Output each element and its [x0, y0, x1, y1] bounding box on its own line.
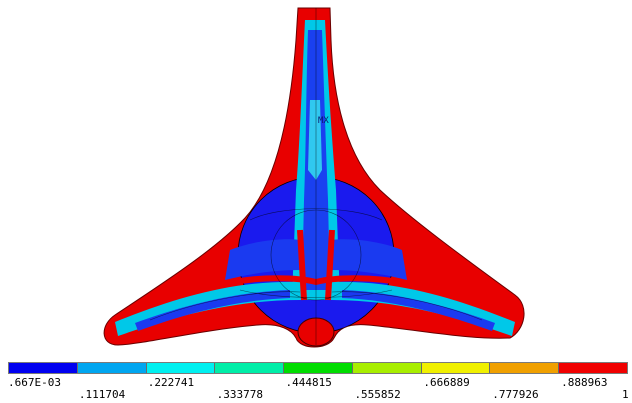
legend-bin-1: [78, 363, 147, 373]
legend-bin-6: [422, 363, 491, 373]
part-geometry: [104, 8, 524, 347]
legend-colorbar: [8, 362, 628, 374]
max-marker-label: MX: [318, 116, 329, 126]
legend-bin-3: [215, 363, 284, 373]
legend-label-top-3: .666889: [423, 377, 469, 388]
legend-label-top-2: .444815: [286, 377, 332, 388]
legend-label-bottom-3: .777926: [492, 389, 538, 400]
legend-label-top-0: .667E-03: [8, 377, 61, 388]
legend-label-bottom-2: .555852: [354, 389, 400, 400]
contour-plot-viewport[interactable]: [0, 0, 632, 360]
legend-bin-0: [9, 363, 78, 373]
legend-label-bottom-0: .111704: [79, 389, 125, 400]
legend-bin-7: [490, 363, 559, 373]
legend-label-bottom-4: 1: [622, 389, 629, 400]
legend-bin-4: [284, 363, 353, 373]
legend-label-top-1: .222741: [148, 377, 194, 388]
legend-label-bottom-1: .333778: [217, 389, 263, 400]
legend-bin-8: [559, 363, 627, 373]
legend-bin-5: [353, 363, 422, 373]
legend-label-top-4: .888963: [561, 377, 607, 388]
legend-bin-2: [147, 363, 216, 373]
